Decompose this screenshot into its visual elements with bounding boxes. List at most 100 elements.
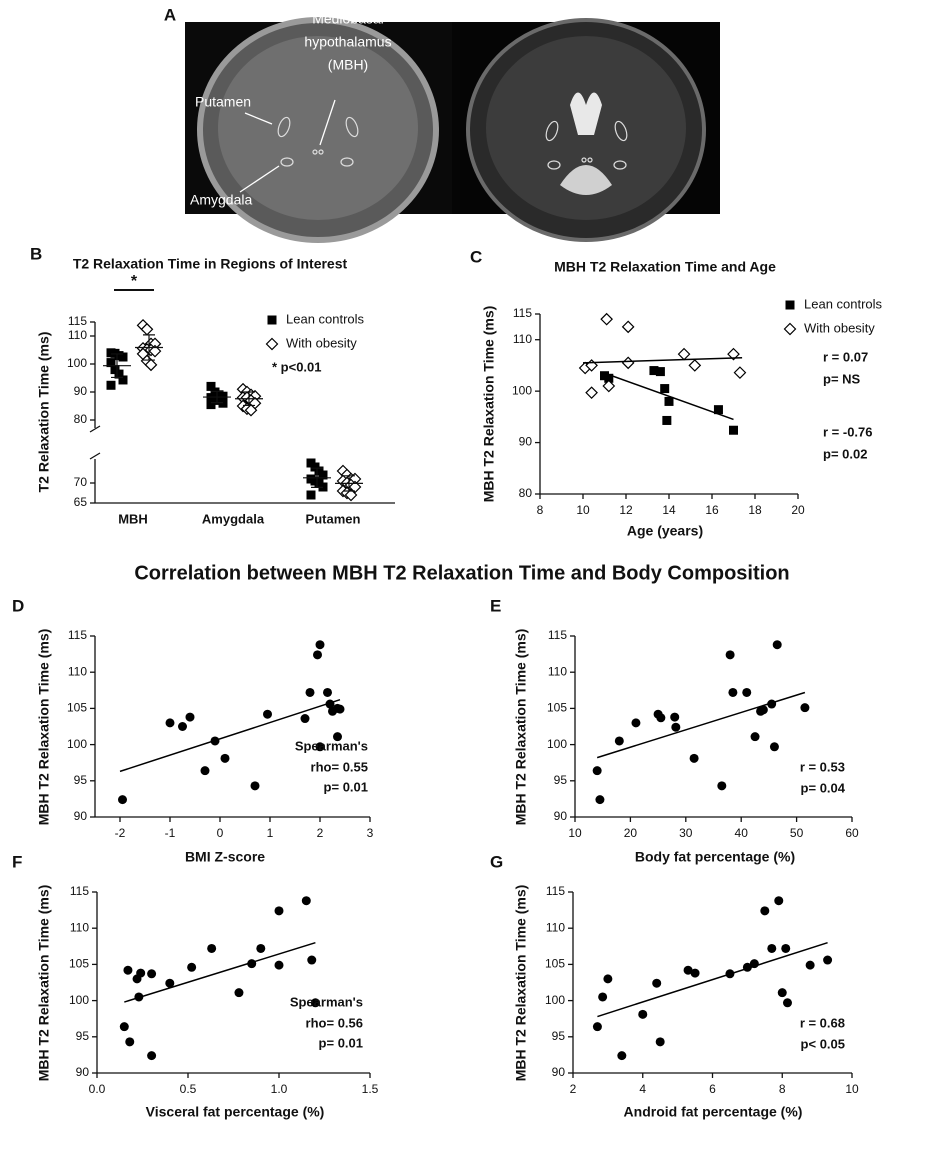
x-tick-label: -2 (115, 826, 126, 840)
point (767, 944, 776, 953)
point (256, 944, 265, 953)
y-axis-label: MBH T2 Relaxation Time (ms) (36, 629, 52, 826)
figure: A Mediobasal hypothalamus (MBH) Putamen … (0, 0, 925, 1163)
y-tick-label: 90 (74, 384, 88, 398)
point (726, 650, 735, 659)
panel-label: A (164, 5, 176, 24)
x-tick-label: 14 (662, 503, 676, 517)
annotation: r = -0.76 (823, 424, 873, 439)
point (670, 713, 679, 722)
point (631, 718, 640, 727)
x-axis-label: BMI Z-score (185, 849, 265, 865)
point (656, 1037, 665, 1046)
y-tick-label: 90 (519, 435, 533, 449)
point (147, 969, 156, 978)
y-tick-label: 115 (513, 306, 532, 320)
point (263, 710, 272, 719)
point (728, 688, 737, 697)
x-tick-label: 50 (790, 826, 804, 840)
x-axis-label: Age (years) (627, 523, 703, 539)
y-tick-label: 105 (547, 701, 567, 715)
point (760, 906, 769, 915)
annotation: (MBH) (328, 57, 368, 73)
x-tick-label: 10 (845, 1082, 859, 1096)
point (166, 718, 175, 727)
annotation: Putamen (195, 94, 251, 110)
point (823, 956, 832, 965)
y-tick-label: 90 (74, 809, 88, 823)
point (251, 781, 260, 790)
annotation: hypothalamus (304, 34, 391, 50)
fit-line (120, 700, 340, 772)
x-tick-label: 0 (217, 826, 224, 840)
point (316, 640, 325, 649)
point (656, 713, 665, 722)
x-tick-label: 60 (845, 826, 859, 840)
y-tick-label: 80 (74, 412, 88, 426)
y-tick-label: 90 (552, 1065, 566, 1079)
point (679, 349, 690, 360)
point (336, 705, 345, 714)
y-tick-label: 115 (70, 884, 89, 898)
x-tick-label: 1.0 (271, 1082, 288, 1096)
annotation: p= NS (823, 371, 861, 386)
point (800, 703, 809, 712)
x-tick-label: 30 (679, 826, 693, 840)
chart: DMBH T2 Relaxation Time (ms)BMI Z-score9… (12, 596, 374, 864)
fit-line (583, 358, 742, 363)
point (781, 944, 790, 953)
y-tick-label: 100 (545, 993, 565, 1007)
x-tick-label: 10 (568, 826, 582, 840)
x-tick-label: 16 (705, 503, 719, 517)
point (773, 640, 782, 649)
point (660, 384, 669, 393)
chart-title: MBH T2 Relaxation Time and Age (554, 259, 776, 275)
point (323, 688, 332, 697)
annotation: p= 0.01 (324, 779, 368, 794)
point (638, 1010, 647, 1019)
annotation: * p<0.01 (272, 359, 322, 374)
point (623, 321, 634, 332)
x-tick-label: 2 (570, 1082, 577, 1096)
y-tick-label: 100 (547, 737, 567, 751)
legend-label: With obesity (804, 320, 875, 335)
x-tick-label: 1.5 (362, 1082, 379, 1096)
point (207, 944, 216, 953)
x-tick-label: 20 (791, 503, 805, 517)
point (275, 906, 284, 915)
point (275, 961, 284, 970)
y-tick-label: 100 (67, 737, 87, 751)
legend-label: Lean controls (804, 296, 883, 311)
point (586, 387, 597, 398)
y-tick-label: 90 (76, 1065, 90, 1079)
point (593, 1022, 602, 1031)
chart-title: T2 Relaxation Time in Regions of Interes… (73, 256, 348, 272)
point (652, 979, 661, 988)
annotation: p= 0.04 (801, 780, 846, 795)
y-tick-label: 110 (546, 920, 565, 934)
y-tick-label: 110 (548, 664, 567, 678)
x-tick-label: 1 (267, 826, 274, 840)
y-tick-label: 105 (69, 957, 89, 971)
point (302, 896, 311, 905)
y-tick-label: 115 (68, 314, 87, 328)
point (729, 426, 738, 435)
panel-label: F (12, 852, 22, 871)
y-tick-label: 110 (70, 920, 89, 934)
point (615, 736, 624, 745)
point (307, 491, 316, 500)
point (234, 988, 243, 997)
y-tick-label: 115 (548, 628, 567, 642)
y-tick-label: 110 (68, 664, 87, 678)
x-tick-label: 20 (624, 826, 638, 840)
point (778, 988, 787, 997)
point (662, 416, 671, 425)
point (307, 956, 316, 965)
annotation: p= 0.02 (823, 446, 867, 461)
point (689, 360, 700, 371)
x-tick-label: 3 (367, 826, 374, 840)
x-tick-label: 18 (748, 503, 762, 517)
point (595, 795, 604, 804)
chart: FMBH T2 Relaxation Time (ms)Visceral fat… (12, 852, 379, 1119)
annotation: p< 0.05 (801, 1036, 845, 1051)
